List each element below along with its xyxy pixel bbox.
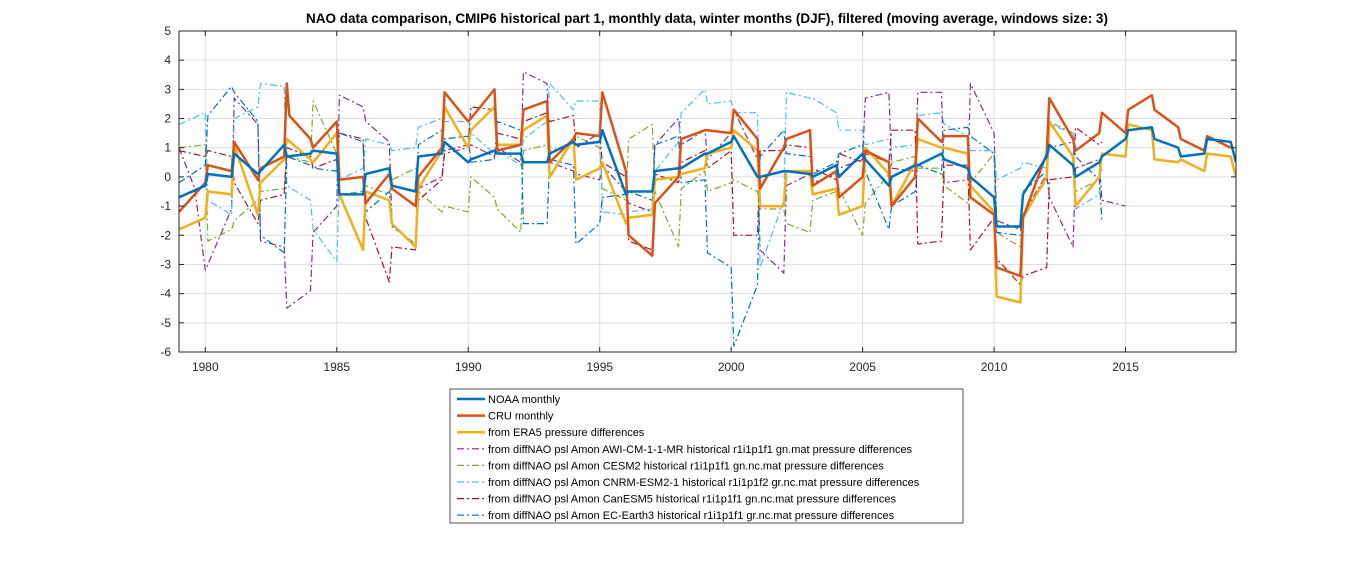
legend-label: from diffNAO psl Amon CNRM-ESM2-1 histor…	[488, 477, 920, 489]
x-tick-label: 1995	[586, 360, 613, 374]
legend-label: NOAA monthly	[488, 394, 561, 406]
legend-label: from diffNAO psl Amon CanESM5 historical…	[488, 494, 897, 506]
x-tick-label: 2000	[718, 360, 745, 374]
plot-box	[178, 30, 1237, 353]
y-tick-label: -6	[160, 345, 171, 359]
legend-label: from ERA5 pressure differences	[488, 427, 645, 439]
legend-label: CRU monthly	[488, 411, 554, 423]
y-tick-label: 1	[164, 141, 171, 155]
x-tick-label: 1985	[323, 360, 350, 374]
y-tick-label: -2	[160, 228, 171, 242]
x-axis-ticks: 1980 1985 1990 1995 2000 2005 2010 2015	[192, 31, 1139, 374]
legend-box	[449, 388, 964, 524]
x-tick-label: 2015	[1112, 360, 1139, 374]
x-tick-label: 1980	[192, 360, 219, 374]
x-tick-label: 1990	[455, 360, 482, 374]
y-tick-label: 5	[164, 24, 171, 38]
x-tick-label: 2005	[849, 360, 876, 374]
y-tick-label: 0	[164, 170, 171, 184]
y-tick-label: -1	[160, 199, 171, 213]
legend-label: from diffNAO psl Amon EC-Earth3 historic…	[488, 510, 895, 522]
series-line-1	[179, 126, 1236, 228]
y-tick-label: -3	[160, 257, 171, 271]
y-tick-label: 3	[164, 82, 171, 96]
y-axis-ticks: -6 -5 -4 -3 -2 -1 0 1 2 3 4 5	[160, 24, 1236, 359]
y-tick-label: -4	[160, 287, 171, 301]
chart-title: NAO data comparison, CMIP6 historical pa…	[306, 11, 1108, 26]
x-tick-label: 2010	[981, 360, 1008, 374]
legend-label: from diffNAO psl Amon AWI-CM-1-1-MR hist…	[488, 444, 913, 456]
y-tick-label: 4	[164, 53, 171, 67]
legend-label: from diffNAO psl Amon CESM2 historical r…	[488, 460, 884, 472]
series-lines	[179, 71, 1236, 347]
y-tick-label: -5	[160, 316, 171, 330]
legend: NOAA monthly CRU monthly from ERA5 pressur…	[449, 388, 964, 524]
y-tick-label: 2	[164, 112, 171, 126]
plot-area	[179, 31, 1236, 352]
series-line-2	[179, 82, 1232, 278]
